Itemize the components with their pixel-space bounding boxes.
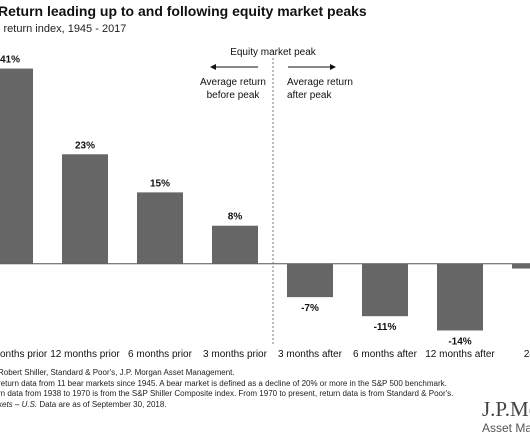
category-label-3: 6 months prior [128,349,193,360]
bar-6 [362,263,408,317]
bar-3 [137,192,183,264]
bar-7 [437,263,483,331]
footnote-source: Robert Shiller, Standard & Poor's, J.P. … [0,368,235,377]
data-label-2: 23% [75,140,95,151]
category-label-4: 3 months prior [203,349,268,360]
peak-label: Equity market peak [230,47,317,58]
bar-5 [287,263,333,298]
data-label-5: -7% [301,303,319,314]
data-label-6: -11% [374,322,397,333]
after-peak-label-line1: Average return [287,77,353,88]
category-label-5: 3 months after [278,349,343,360]
footnotes: Robert Shiller, Standard & Poor's, J.P. … [0,368,453,410]
before-arrow-head [210,64,216,70]
footnote-bear-market: return data from 11 bear markets since 1… [0,378,447,388]
jpmorgan-logo: J.P.Mo Asset Mana [482,398,530,436]
category-label-6: 6 months after [353,349,418,360]
logo-mark: J.P.Mo [482,397,530,421]
footnote-data-source: rn data from 1938 to 1970 is from the S&… [0,389,454,398]
bar-chart: Equity market peak Average return before… [0,47,530,360]
data-label-3: 15% [150,178,170,189]
footnote-guide-italic: kets – U.S. [0,399,38,409]
bar-8 [512,263,530,269]
bar-1 [0,68,33,264]
category-label-7: 12 months after [425,349,495,360]
after-peak-label-line2: after peak [287,90,332,101]
after-arrow-head [330,64,336,70]
footnote-guide: kets – U.S. Data are as of September 30,… [0,400,453,411]
category-label-1: onths prior [0,349,48,360]
before-peak-label-line1: Average return [200,77,266,88]
chart-title: Return leading up to and following equit… [0,3,367,19]
category-label-8: 24 m [524,349,530,360]
data-label-7: -14% [448,336,471,347]
footnote-guide-date: Data are as of September 30, 2018. [37,399,167,409]
data-label-4: 8% [228,212,243,223]
category-label-2: 12 months prior [50,349,120,360]
chart-subtitle: l return index, 1945 - 2017 [0,23,127,35]
bar-4 [212,225,258,264]
data-label-1: 41% [0,55,20,66]
bars-group: 41% onths prior 23% 12 months prior 15% 6 mon… [0,55,530,360]
logo-subtitle: Asset Mana [482,421,530,435]
before-peak-label-line2: before peak [207,90,261,101]
bar-2 [62,154,108,264]
